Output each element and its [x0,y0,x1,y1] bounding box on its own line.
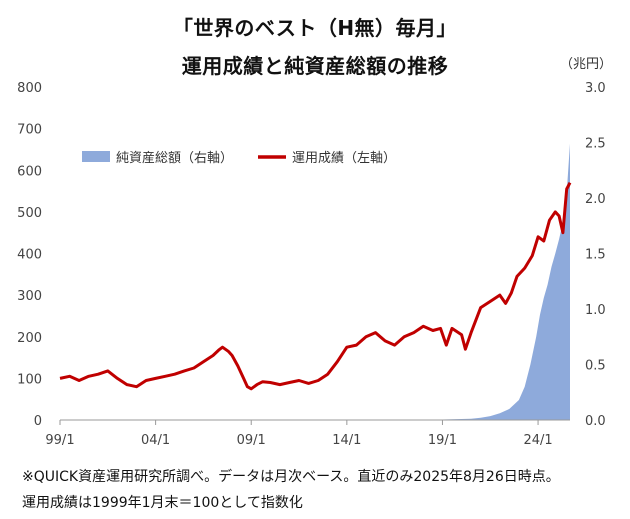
legend-swatch-assets [82,151,110,162]
x-tick-label: 14/1 [332,433,361,448]
left-tick-label: 300 [17,289,42,304]
right-tick-label: 2.5 [585,137,606,152]
source-note: ※QUICK資産運用研究所調べ。データは月次ベース。直近のみ2025年8月26日… [22,469,560,485]
left-tick-label: 400 [17,248,42,263]
chart-subtitle: 運用成績と純資産総額の推移 [181,54,449,78]
right-tick-label: 1.5 [585,248,606,263]
legend-label-assets: 純資産総額（右軸） [116,150,233,166]
x-tick-label: 19/1 [428,433,457,448]
left-tick-label: 0 [34,414,42,429]
x-tick-label: 99/1 [45,433,74,448]
left-tick-label: 600 [17,164,42,179]
left-tick-label: 500 [17,206,42,221]
legend-label-performance: 運用成績（左軸） [292,151,396,166]
chart-title: 「世界のベスト（H無）毎月」 [172,16,458,40]
left-tick-label: 700 [17,123,42,138]
x-tick-label: 09/1 [237,433,266,448]
right-tick-label: 3.0 [585,81,606,96]
index-note: 運用成績は1999年1月末＝100として指数化 [22,495,303,511]
right-tick-label: 0.0 [585,414,606,429]
right-tick-label: 1.0 [585,303,606,318]
net-assets-area [432,143,570,420]
right-tick-label: 2.0 [585,192,606,207]
x-tick-label: 24/1 [523,433,552,448]
right-tick-label: 0.5 [585,359,606,374]
performance-line [59,182,572,391]
chart-svg: 0 100 200 300 400 500 600 700 800 0.0 0.5 1.0 1.5 2.0… [17,81,606,448]
x-tick-label: 04/1 [141,433,170,448]
left-tick-label: 200 [17,331,42,346]
left-tick-label: 800 [17,81,42,96]
right-axis-unit: （兆円） [559,57,612,72]
left-tick-label: 100 [17,372,42,387]
